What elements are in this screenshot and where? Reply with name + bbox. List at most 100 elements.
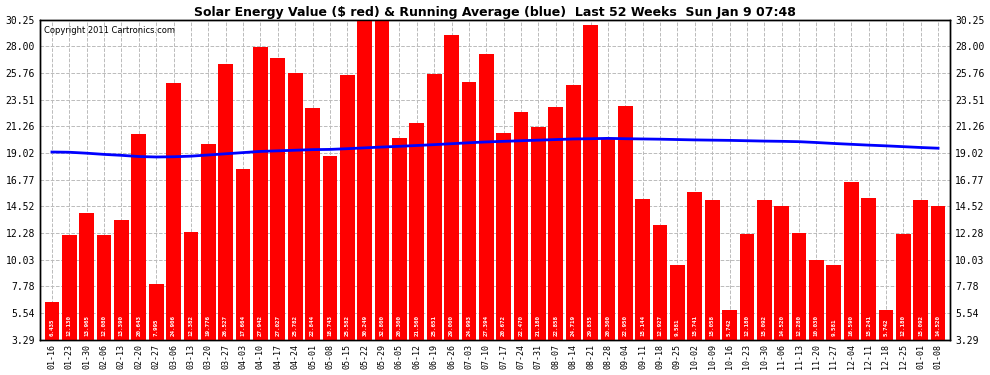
- Bar: [323, 156, 338, 375]
- Bar: [531, 128, 545, 375]
- Bar: [514, 112, 529, 375]
- Bar: [705, 200, 720, 375]
- Bar: [62, 235, 76, 375]
- Bar: [636, 199, 650, 375]
- Bar: [827, 265, 842, 375]
- Text: 14.520: 14.520: [779, 315, 784, 336]
- Bar: [670, 265, 685, 375]
- Bar: [183, 232, 198, 375]
- Bar: [219, 64, 233, 375]
- Bar: [652, 225, 667, 375]
- Bar: [132, 134, 147, 375]
- Bar: [479, 54, 494, 375]
- Bar: [461, 82, 476, 375]
- Text: 21.180: 21.180: [536, 315, 541, 336]
- Bar: [305, 108, 320, 375]
- Bar: [740, 234, 754, 375]
- Text: 22.858: 22.858: [553, 315, 558, 336]
- Text: 27.027: 27.027: [275, 315, 280, 336]
- Text: 20.672: 20.672: [501, 315, 506, 336]
- Text: 15.092: 15.092: [761, 315, 767, 336]
- Text: 17.664: 17.664: [241, 315, 246, 336]
- Text: 29.835: 29.835: [588, 315, 593, 336]
- Bar: [148, 284, 163, 375]
- Bar: [288, 73, 303, 375]
- Text: 25.582: 25.582: [345, 315, 349, 336]
- Text: 21.560: 21.560: [415, 315, 420, 336]
- Bar: [792, 233, 807, 375]
- Bar: [340, 75, 354, 375]
- Bar: [166, 83, 181, 375]
- Text: Copyright 2011 Cartronics.com: Copyright 2011 Cartronics.com: [45, 26, 175, 35]
- Text: 12.180: 12.180: [901, 315, 906, 336]
- Text: 24.906: 24.906: [171, 315, 176, 336]
- Text: 20.300: 20.300: [397, 315, 402, 336]
- Text: 12.927: 12.927: [657, 315, 662, 336]
- Bar: [201, 144, 216, 375]
- Text: 12.180: 12.180: [744, 315, 749, 336]
- Bar: [757, 200, 771, 375]
- Bar: [392, 138, 407, 375]
- Title: Solar Energy Value ($ red) & Running Average (blue)  Last 52 Weeks  Sun Jan 9 07: Solar Energy Value ($ red) & Running Ave…: [194, 6, 796, 18]
- Bar: [445, 34, 459, 375]
- Bar: [357, 20, 372, 375]
- Text: 20.643: 20.643: [137, 315, 142, 336]
- Bar: [496, 134, 511, 375]
- Bar: [374, 0, 389, 375]
- Bar: [809, 260, 824, 375]
- Text: 15.058: 15.058: [710, 315, 715, 336]
- Bar: [583, 25, 598, 375]
- Text: 27.394: 27.394: [484, 315, 489, 336]
- Bar: [843, 182, 858, 375]
- Bar: [253, 47, 268, 375]
- Text: 15.092: 15.092: [918, 315, 923, 336]
- Text: 5.742: 5.742: [883, 318, 888, 336]
- Bar: [114, 220, 129, 375]
- Bar: [270, 58, 285, 375]
- Text: 22.470: 22.470: [519, 315, 524, 336]
- Text: 12.130: 12.130: [67, 315, 72, 336]
- Text: 15.144: 15.144: [641, 315, 645, 336]
- Bar: [410, 123, 424, 375]
- Text: 9.581: 9.581: [832, 318, 837, 336]
- Text: 18.743: 18.743: [328, 315, 333, 336]
- Text: 14.520: 14.520: [936, 315, 940, 336]
- Bar: [896, 234, 911, 375]
- Text: 5.742: 5.742: [727, 318, 732, 336]
- Bar: [45, 302, 59, 375]
- Bar: [861, 198, 876, 375]
- Bar: [774, 206, 789, 375]
- Text: 7.995: 7.995: [153, 318, 158, 336]
- Bar: [236, 169, 250, 375]
- Text: 12.280: 12.280: [797, 315, 802, 336]
- Text: 22.950: 22.950: [623, 315, 628, 336]
- Text: 19.776: 19.776: [206, 315, 211, 336]
- Bar: [914, 200, 928, 375]
- Text: 22.844: 22.844: [310, 315, 315, 336]
- Bar: [722, 310, 737, 375]
- Text: 10.030: 10.030: [814, 315, 819, 336]
- Text: 13.965: 13.965: [84, 315, 89, 336]
- Text: 9.581: 9.581: [675, 318, 680, 336]
- Text: 15.241: 15.241: [866, 315, 871, 336]
- Text: 25.651: 25.651: [432, 315, 437, 336]
- Text: 25.782: 25.782: [293, 315, 298, 336]
- Text: 32.800: 32.800: [379, 315, 384, 336]
- Bar: [601, 138, 616, 375]
- Text: 29.000: 29.000: [449, 315, 454, 336]
- Bar: [618, 106, 633, 375]
- Text: 6.435: 6.435: [50, 318, 54, 336]
- Bar: [878, 310, 893, 375]
- Text: 12.382: 12.382: [188, 315, 193, 336]
- Bar: [931, 206, 945, 375]
- Bar: [687, 192, 702, 375]
- Text: 16.590: 16.590: [848, 315, 853, 336]
- Bar: [427, 74, 442, 375]
- Bar: [548, 107, 563, 375]
- Text: 30.249: 30.249: [362, 315, 367, 336]
- Text: 20.300: 20.300: [606, 315, 611, 336]
- Text: 13.390: 13.390: [119, 315, 124, 336]
- Bar: [79, 213, 94, 375]
- Bar: [97, 235, 112, 375]
- Text: 12.080: 12.080: [102, 315, 107, 336]
